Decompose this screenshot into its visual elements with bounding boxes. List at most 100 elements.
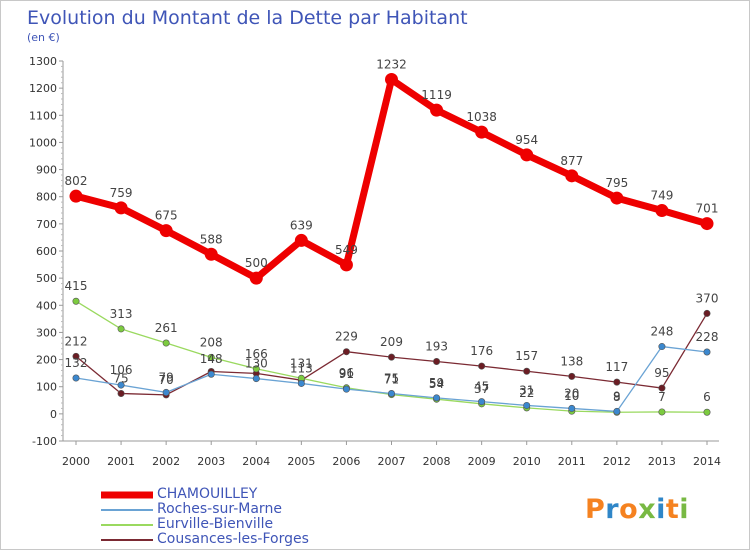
data-label: 212 (65, 334, 88, 348)
y-tick-label: 100 (36, 381, 57, 394)
data-label: 261 (155, 321, 178, 335)
data-label: 1038 (466, 110, 497, 124)
series-point (117, 325, 125, 333)
series-point (385, 72, 398, 86)
data-label: 9 (613, 389, 621, 403)
series-point (658, 408, 666, 416)
data-label: 132 (65, 356, 88, 370)
data-label: 248 (650, 325, 673, 339)
data-label: 70 (159, 373, 174, 387)
data-label: 675 (155, 209, 178, 223)
series-point (478, 398, 486, 406)
data-label: 954 (515, 133, 538, 147)
data-label: 166 (245, 347, 268, 361)
series-point (72, 374, 80, 382)
series-point (658, 343, 666, 351)
legend-label: Cousances-les-Forges (157, 531, 309, 547)
series-point (207, 370, 215, 378)
logo-letter: t (665, 494, 680, 525)
series-point (117, 389, 125, 397)
x-tick-label: 2009 (468, 455, 496, 468)
series-point (430, 103, 444, 117)
data-label: 95 (654, 366, 669, 380)
data-label: 91 (339, 367, 354, 381)
chart-title: Evolution du Montant de la Dette par Hab… (27, 7, 468, 29)
series-point (478, 362, 486, 370)
data-label: 148 (200, 352, 223, 366)
series-point (294, 233, 308, 247)
series-point (433, 394, 441, 402)
data-label: 130 (245, 357, 268, 371)
x-tick-label: 2006 (332, 455, 360, 468)
data-label: 106 (110, 363, 133, 377)
data-label: 229 (335, 330, 358, 344)
series-layer (69, 72, 714, 416)
series-point (610, 191, 624, 205)
data-label: 877 (560, 154, 583, 168)
x-tick-label: 2013 (648, 455, 676, 468)
y-tick-label: 500 (36, 272, 57, 285)
legend-swatch (101, 508, 153, 511)
data-label: 75 (384, 372, 399, 386)
x-tick-label: 2003 (197, 455, 225, 468)
series-point (72, 297, 80, 305)
series-point (568, 372, 576, 380)
series-point (433, 357, 441, 365)
y-tick-label: -100 (32, 435, 57, 448)
y-tick-label: 900 (36, 164, 57, 177)
chart-subtitle: (en €) (27, 31, 60, 44)
data-label: 96 (339, 366, 354, 380)
series-point (703, 408, 711, 416)
data-label: 10 (564, 389, 579, 403)
data-label: 8 (613, 390, 621, 404)
data-label: 1119 (421, 88, 452, 102)
data-label: 45 (474, 380, 489, 394)
series-point (568, 404, 576, 412)
legend-item: Eurville-Bienville (101, 517, 431, 532)
data-label: 802 (65, 174, 88, 188)
data-label: 759 (110, 186, 133, 200)
data-label: 20 (564, 386, 579, 400)
series-point (159, 224, 173, 238)
data-label: 749 (650, 189, 673, 203)
x-tick-label: 2004 (242, 455, 270, 468)
legend-item: Cousances-les-Forges (101, 532, 431, 547)
logo-letter: o (619, 494, 639, 525)
x-tick-label: 2011 (558, 455, 586, 468)
series-point (700, 217, 714, 231)
data-label: 71 (384, 373, 399, 387)
legend-swatch (101, 523, 153, 526)
y-tick-label: 1100 (29, 109, 57, 122)
data-label: 22 (519, 386, 534, 400)
data-label: 54 (429, 377, 444, 391)
legend-label: Roches-sur-Marne (157, 501, 282, 517)
series-point (523, 401, 531, 409)
data-label: 228 (696, 330, 719, 344)
data-label: 313 (110, 307, 133, 321)
data-label: 500 (245, 256, 268, 270)
data-label: 138 (560, 354, 583, 368)
data-label: 75 (113, 372, 128, 386)
series-point (117, 381, 125, 389)
legend: CHAMOUILLEY Roches-sur-Marne Eurville-Bi… (101, 487, 431, 547)
data-label: 131 (290, 356, 313, 370)
data-label: 31 (519, 383, 534, 397)
y-tick-label: 200 (36, 354, 57, 367)
y-tick-label: 1300 (29, 55, 57, 68)
logo-letter: i (679, 494, 690, 525)
series-point (204, 247, 218, 261)
series-point (387, 389, 395, 397)
data-label: 639 (290, 218, 313, 232)
legend-item: CHAMOUILLEY (101, 487, 431, 502)
legend-item: Roches-sur-Marne (101, 502, 431, 517)
legend-swatch (101, 491, 153, 498)
y-tick-label: 300 (36, 326, 57, 339)
logo-letter: r (605, 494, 620, 525)
data-label: 59 (429, 376, 444, 390)
data-labels-layer: 8027596755885006395491232111910389548777… (65, 57, 719, 404)
y-tick-label: 800 (36, 191, 57, 204)
x-tick-label: 2002 (152, 455, 180, 468)
data-label: 588 (200, 232, 223, 246)
